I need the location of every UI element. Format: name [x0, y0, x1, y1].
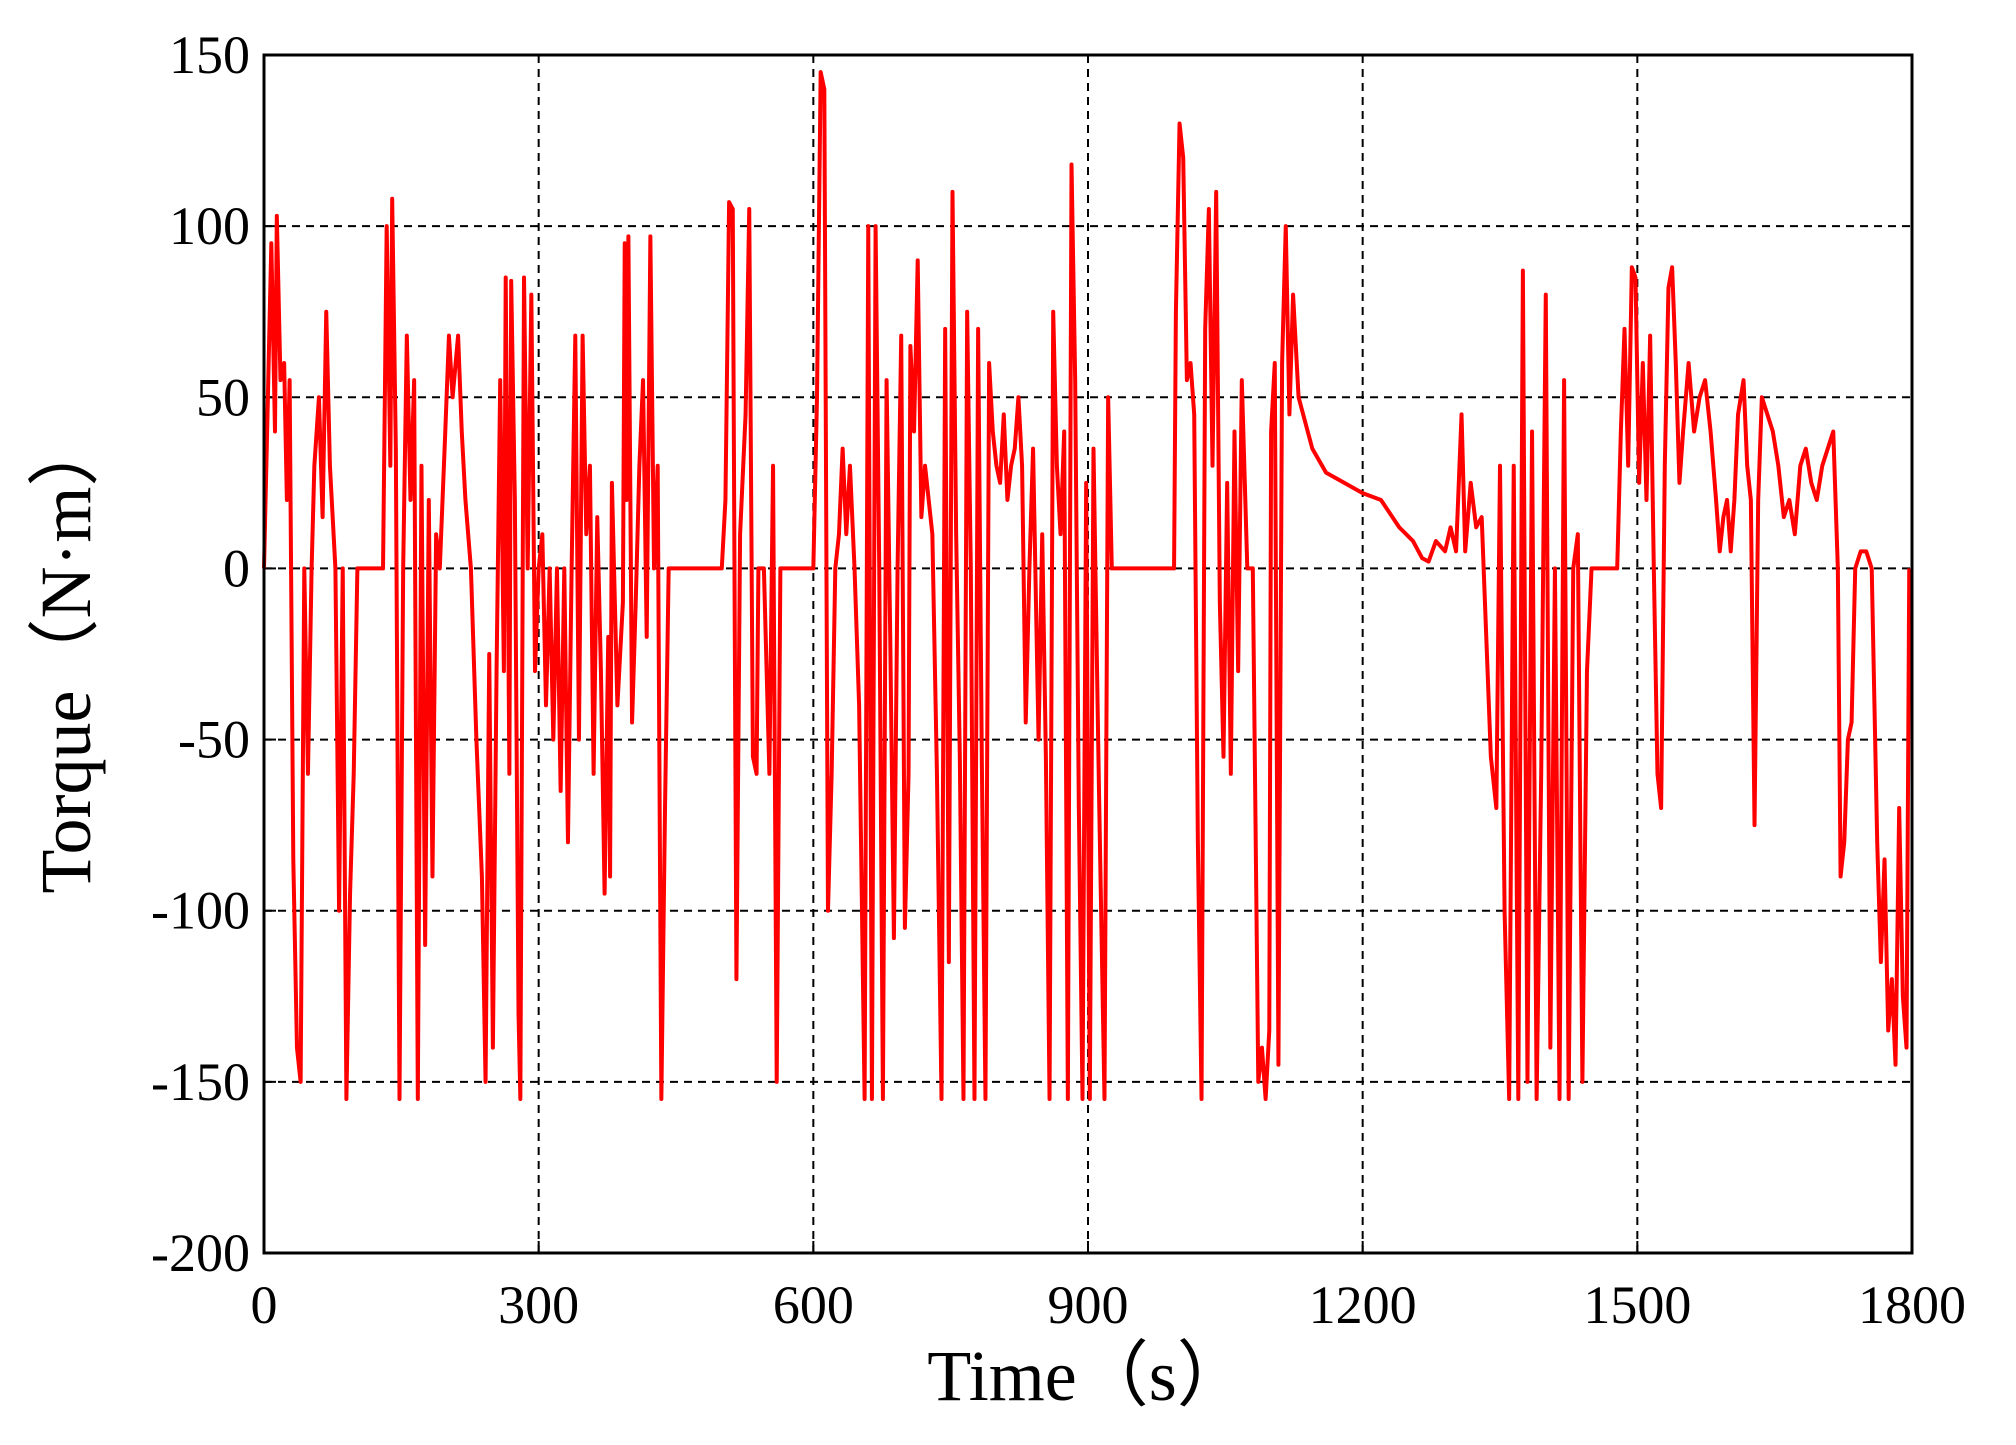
plot-frame: [262, 53, 1914, 1255]
y-tick-label: -150: [151, 1052, 250, 1112]
x-tick-label: 600: [773, 1275, 854, 1335]
x-tick-label: 1800: [1858, 1275, 1966, 1335]
x-tick-label: 0: [251, 1275, 278, 1335]
y-tick-label: 100: [169, 196, 250, 256]
y-tick-label: -50: [178, 710, 250, 770]
y-tick-label: -200: [151, 1223, 250, 1283]
y-tick-label: 0: [223, 538, 250, 598]
y-tick-label: 150: [169, 25, 250, 85]
x-tick-label: 300: [498, 1275, 579, 1335]
y-axis-label: Torque（N·m）: [26, 415, 106, 894]
x-axis-label: Time（s）: [927, 1336, 1248, 1416]
x-tick-label: 1200: [1309, 1275, 1417, 1335]
x-tick-label: 1500: [1583, 1275, 1691, 1335]
x-tick-label: 900: [1048, 1275, 1129, 1335]
y-tick-label: -100: [151, 881, 250, 941]
data-line: [262, 70, 1912, 1101]
y-tick-label: 50: [196, 367, 250, 427]
